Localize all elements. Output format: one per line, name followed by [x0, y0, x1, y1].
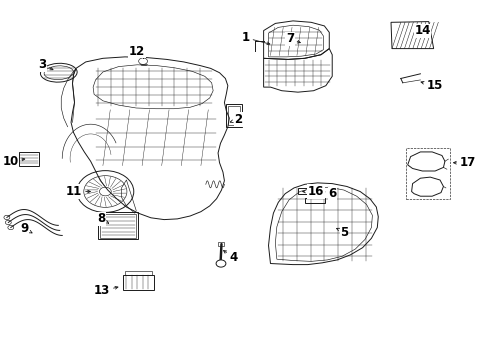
Text: 4: 4 — [223, 251, 238, 264]
Bar — [298, 188, 321, 194]
Bar — [125, 271, 152, 275]
Text: 15: 15 — [421, 79, 442, 92]
Text: 5: 5 — [337, 226, 349, 239]
Text: 11: 11 — [66, 185, 90, 198]
Text: 3: 3 — [38, 58, 53, 71]
Text: 10: 10 — [2, 155, 25, 168]
Bar — [218, 242, 224, 246]
Text: 9: 9 — [20, 222, 32, 235]
Bar — [19, 152, 39, 166]
Text: 2: 2 — [230, 113, 243, 126]
Bar — [406, 148, 450, 199]
Text: 13: 13 — [94, 284, 118, 297]
Text: 7: 7 — [286, 32, 300, 45]
Bar — [100, 214, 136, 238]
Text: 12: 12 — [129, 45, 146, 58]
Text: 17: 17 — [454, 156, 476, 169]
Text: 8: 8 — [97, 212, 109, 225]
Bar — [98, 212, 138, 239]
Bar — [228, 106, 240, 125]
Bar — [305, 198, 325, 203]
Bar — [123, 275, 154, 290]
Circle shape — [216, 260, 226, 267]
Text: 6: 6 — [321, 187, 337, 200]
Text: 1: 1 — [242, 31, 270, 45]
Bar — [226, 104, 242, 127]
Text: 16: 16 — [303, 185, 324, 198]
Text: 14: 14 — [414, 24, 431, 37]
